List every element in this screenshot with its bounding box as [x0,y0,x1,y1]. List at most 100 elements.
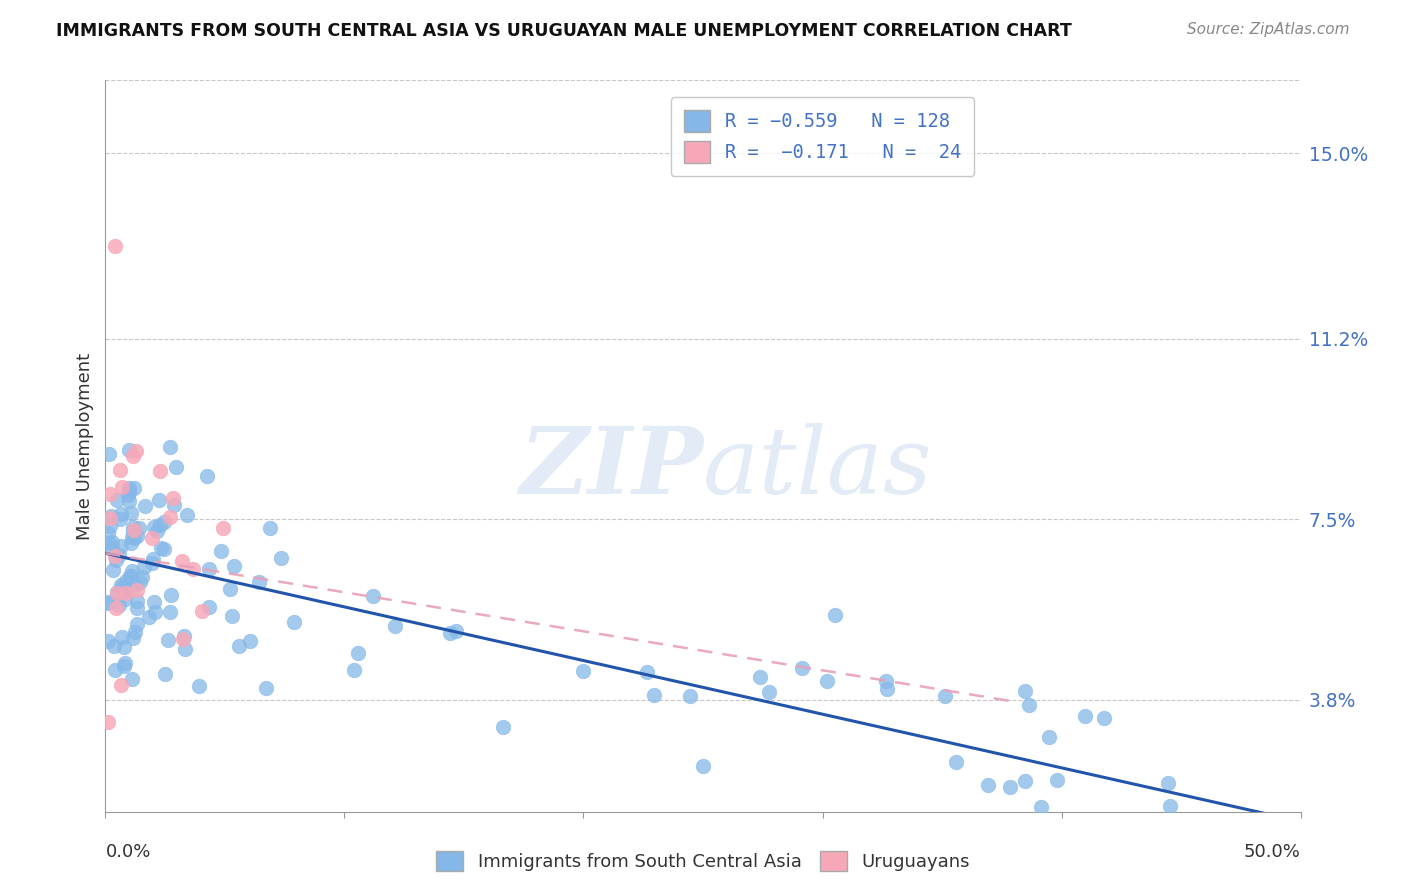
Point [114,586,136,600]
Point [120,507,142,521]
Point [342,663,364,677]
Point [120,536,142,550]
Point [209,543,232,558]
Point [124,578,146,592]
Point [103,640,125,654]
Text: IMMIGRANTS FROM SOUTH CENTRAL ASIA VS URUGUAYAN MALE UNEMPLOYMENT CORRELATION CH: IMMIGRANTS FROM SOUTH CENTRAL ASIA VS UR… [56,22,1071,40]
Point [124,531,146,545]
Point [117,487,139,501]
Point [110,539,132,553]
Point [127,582,149,597]
Point [172,554,194,568]
Point [128,575,150,590]
Point [945,755,967,769]
Point [157,633,180,648]
Point [361,589,384,603]
Point [97,536,120,550]
Point [221,609,243,624]
Point [1018,698,1040,713]
Point [283,615,305,629]
Point [104,663,127,677]
Point [108,548,131,562]
Point [103,563,125,577]
Point [111,630,134,644]
Point [142,520,165,534]
Point [117,484,139,499]
Point [247,574,270,589]
Point [104,601,127,615]
Point [172,632,194,646]
Point [159,510,181,524]
Point [97,525,120,540]
Point [758,684,780,698]
Point [114,582,136,596]
Point [1014,684,1036,698]
Point [118,494,141,508]
Point [122,449,145,463]
Point [1029,800,1052,814]
Text: Source: ZipAtlas.com: Source: ZipAtlas.com [1187,22,1350,37]
Point [384,618,406,632]
Point [105,493,128,508]
Point [120,568,142,582]
Point [97,446,120,460]
Point [124,625,146,640]
Point [141,556,163,570]
Point [112,658,135,673]
Point [163,498,186,512]
Point [110,578,132,592]
Point [117,442,139,457]
Point [104,239,127,253]
Legend: R = −0.559   N = 128, R =  −0.171   N =  24: R = −0.559 N = 128, R = −0.171 N = 24 [671,97,974,176]
Text: ZIP: ZIP [519,423,703,513]
Point [97,594,120,608]
Point [876,681,898,696]
Point [127,616,149,631]
Point [153,666,176,681]
Point [145,524,167,538]
Point [219,582,242,596]
Point [101,541,124,555]
Point [105,585,128,599]
Point [141,532,163,546]
Point [127,529,149,543]
Point [115,574,138,588]
Point [97,715,120,730]
Point [1046,772,1069,787]
Point [572,664,595,678]
Point [121,673,143,687]
Point [159,440,181,454]
Point [195,468,218,483]
Point [118,481,141,495]
Point [149,541,172,556]
Point [143,605,166,619]
Point [1092,711,1115,725]
Point [121,631,143,645]
Point [977,778,1000,792]
Point [270,550,292,565]
Point [100,535,122,549]
Point [104,549,127,563]
Point [259,521,281,535]
Text: atlas: atlas [703,423,932,513]
Point [143,595,166,609]
Point [176,508,198,523]
Point [114,592,136,607]
Point [679,689,702,703]
Point [190,603,212,617]
Legend: Immigrants from South Central Asia, Uruguayans: Immigrants from South Central Asia, Urug… [429,844,977,879]
Point [181,562,204,576]
Point [138,610,160,624]
Point [152,515,174,529]
Point [1000,780,1022,794]
Point [104,553,127,567]
Point [1014,773,1036,788]
Point [98,510,121,524]
Point [198,562,221,576]
Point [132,560,155,574]
Point [110,507,132,521]
Point [197,599,219,614]
Y-axis label: Male Unemployment: Male Unemployment [76,352,94,540]
Point [114,656,136,670]
Point [110,678,132,692]
